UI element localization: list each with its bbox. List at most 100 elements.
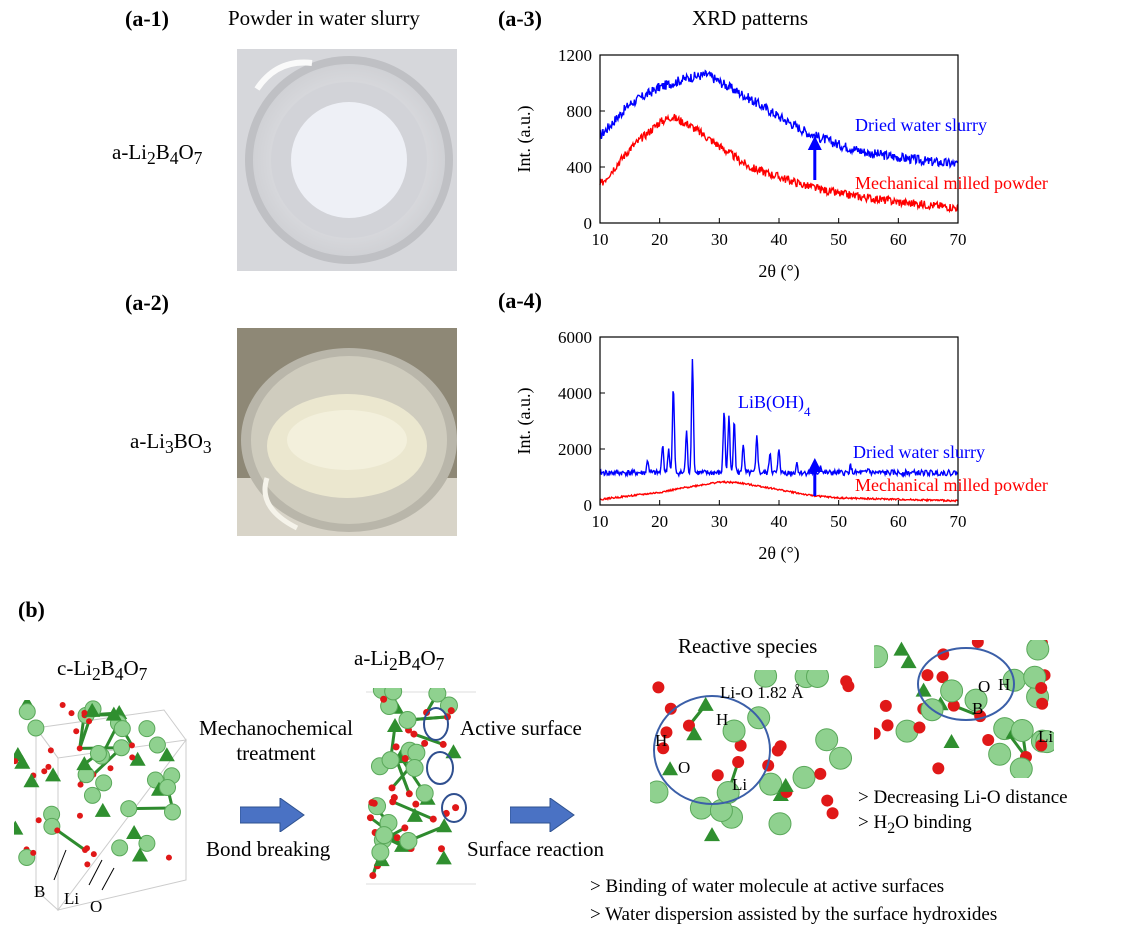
o-atom (410, 730, 418, 738)
b-tetrahedron (105, 706, 122, 721)
b-tetrahedron (436, 818, 453, 833)
b-tetrahedron (662, 761, 679, 776)
li-atom (874, 645, 889, 669)
b-tetrahedron (893, 641, 910, 656)
li-atom (95, 774, 113, 792)
o-atom (405, 790, 413, 798)
xrd-chart-a4: 10 20 30 40 50 60 70 0 2000 4000 6000 2θ (°) Int. (a… (514, 328, 1048, 564)
li-atom (829, 746, 853, 770)
o-atom (664, 702, 677, 715)
o-atom (734, 739, 747, 752)
series-label-0: Dried water slurry (853, 442, 985, 462)
o-atom (380, 695, 388, 703)
atom-label-li-reactive: Li (732, 775, 747, 794)
y-tick-label-3: 6000 (558, 328, 592, 347)
li-atom (89, 745, 107, 763)
o-atom (90, 851, 97, 858)
x-tick-label-6: 70 (950, 230, 967, 249)
atom-label-o-reactive: O (678, 758, 690, 777)
li-atom (138, 834, 156, 852)
note-water-dispersion: > Water dispersion assisted by the surfa… (590, 904, 998, 925)
x-tick-label-0: 10 (592, 230, 609, 249)
o-atom (932, 762, 945, 775)
o-atom (814, 767, 827, 780)
o-atom (35, 817, 42, 824)
x-tick-label-5: 60 (890, 230, 907, 249)
panel-title-a1: Powder in water slurry (228, 6, 420, 30)
atom-label-o: O (90, 897, 102, 915)
o-atom (657, 742, 670, 755)
o-atom (76, 812, 83, 819)
x-tick-label-2: 30 (711, 230, 728, 249)
b-tetrahedron (129, 751, 146, 766)
li-atom (988, 742, 1012, 766)
atom-label-b-binding: B (972, 699, 983, 718)
y-tick-label-2: 4000 (558, 384, 592, 403)
b-tetrahedron (703, 827, 720, 842)
series-line-0 (599, 69, 959, 170)
chart-title-a3: XRD patterns (692, 6, 809, 30)
b-tetrahedron (158, 747, 175, 762)
binding-illustration: O H B Li (874, 640, 1054, 778)
mechanochemical-treatment-label: Mechanochemical treatment (199, 716, 353, 765)
o-atom (452, 804, 460, 812)
li-atom (1026, 640, 1050, 661)
o-atom (165, 854, 172, 861)
li-atom (113, 720, 131, 738)
arrow-head-0 (807, 458, 822, 472)
b-tetrahedron (23, 773, 40, 788)
note-h2o-binding: > H2O binding (858, 812, 972, 837)
o-atom (68, 710, 75, 717)
li-atom (792, 765, 816, 789)
li-atom (815, 728, 839, 752)
bond (392, 800, 434, 821)
x-tick-label-3: 40 (771, 230, 788, 249)
panel-label-b: (b) (18, 597, 45, 622)
li-atom (83, 786, 101, 804)
o-atom (59, 702, 66, 709)
li-atom (159, 778, 177, 796)
o-atom (879, 699, 892, 712)
o-atom (366, 814, 374, 822)
material-label-a1: a-Li2B4O7 (112, 140, 203, 169)
li-atom (398, 711, 417, 730)
o-atom (393, 834, 401, 842)
y-tick-label-0: 0 (584, 496, 593, 515)
li-atom (754, 670, 778, 688)
o-atom (1036, 697, 1049, 710)
y-tick-label-1: 400 (567, 158, 593, 177)
o-atom (401, 754, 409, 762)
series-line-1 (599, 480, 959, 503)
atom-label-b: B (34, 882, 45, 901)
o-atom (439, 740, 447, 748)
o-atom (921, 669, 934, 682)
li-atom (371, 843, 390, 862)
o-atom (1035, 681, 1048, 694)
o-atom (682, 719, 695, 732)
o-atom (936, 671, 949, 684)
li-atom (415, 784, 434, 803)
o-atom (732, 755, 745, 768)
o-atom (82, 847, 89, 854)
o-atom (129, 754, 136, 761)
atom-label-li: Li (64, 889, 79, 908)
x-tick-label-0: 10 (592, 512, 609, 531)
reactive-species-illustration: Li-O 1.82 Å H H O Li (650, 670, 855, 842)
o-atom (76, 745, 83, 752)
li-atom (381, 751, 400, 770)
o-atom (840, 675, 853, 688)
x-axis-label: 2θ (°) (758, 543, 799, 564)
li-atom (1010, 718, 1034, 742)
o-atom (388, 784, 396, 792)
o-atom (881, 719, 894, 732)
li-atom (964, 688, 988, 712)
b-tetrahedron (76, 756, 93, 771)
li-atom (27, 719, 45, 737)
o-atom (437, 845, 445, 853)
li-atom (138, 720, 156, 738)
o-atom (947, 699, 960, 712)
li-atom (650, 780, 669, 804)
arrow-right-icon (240, 798, 305, 832)
o-atom (369, 871, 377, 879)
arrow-head-0 (807, 136, 822, 150)
